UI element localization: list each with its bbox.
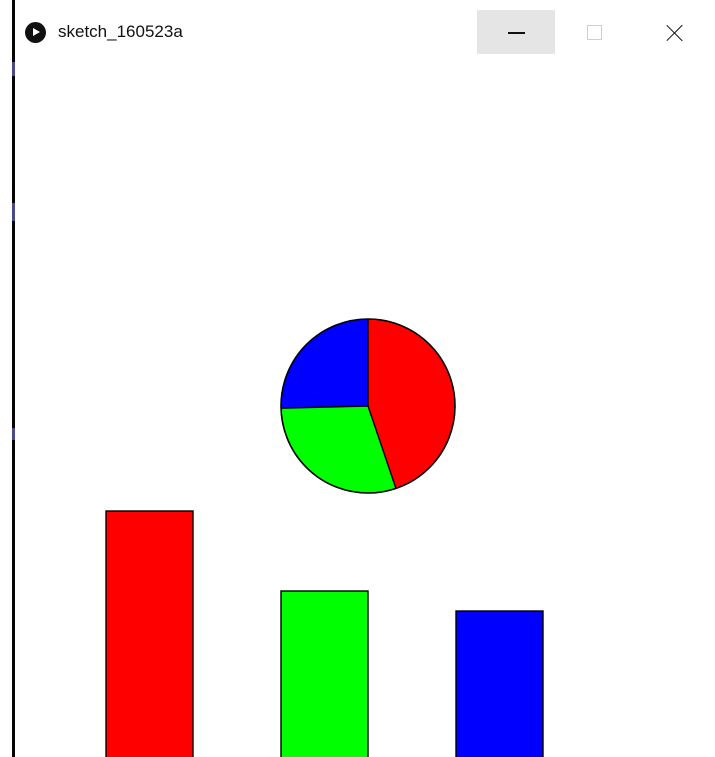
processing-play-icon	[25, 22, 46, 43]
close-button[interactable]	[635, 10, 713, 54]
pie-slice-1	[368, 319, 456, 489]
bar-1	[105, 510, 194, 757]
minimize-icon	[508, 32, 525, 34]
title-bar[interactable]: sketch_160523a	[15, 10, 715, 54]
maximize-button[interactable]	[556, 10, 634, 54]
minimize-button[interactable]	[477, 10, 555, 54]
close-icon	[666, 24, 683, 41]
background-window-scroll-mark	[12, 62, 15, 76]
background-window-scroll-mark	[12, 203, 15, 221]
sketch-canvas	[15, 54, 715, 757]
pie-outline	[280, 318, 456, 494]
pie-divider-3	[281, 405, 369, 409]
sketch-drawing	[105, 318, 544, 757]
background-window-edge	[0, 0, 15, 757]
background-window-scroll-mark	[12, 428, 15, 440]
pie-slice-2	[281, 406, 396, 494]
pie-divider-2	[367, 405, 397, 489]
bar-2	[280, 590, 369, 757]
sketch-window: sketch_160523a	[15, 10, 715, 757]
maximize-icon	[587, 25, 602, 40]
pie-slice-3	[281, 319, 368, 409]
window-title: sketch_160523a	[58, 22, 183, 41]
background-window-border	[12, 0, 15, 757]
bar-3	[455, 610, 544, 757]
